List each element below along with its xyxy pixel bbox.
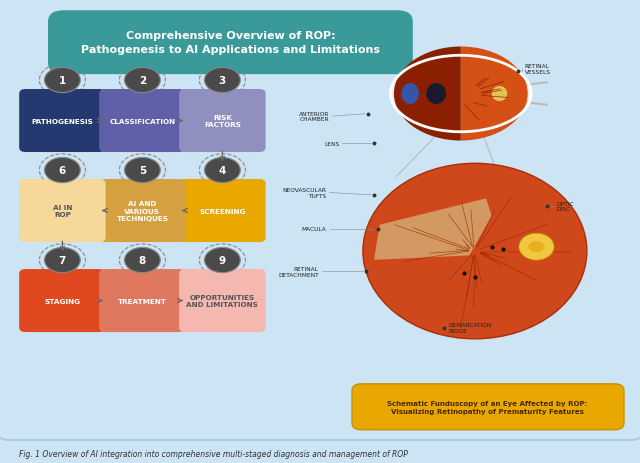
Text: OPPORTUNITIES
AND LIMITATIONS: OPPORTUNITIES AND LIMITATIONS	[186, 294, 259, 307]
Text: RISK
FACTORS: RISK FACTORS	[204, 114, 241, 128]
Text: 2: 2	[139, 76, 146, 86]
Text: MACULA: MACULA	[301, 226, 326, 232]
Wedge shape	[394, 47, 461, 141]
FancyBboxPatch shape	[179, 269, 266, 332]
Text: PATHOGENESIS: PATHOGENESIS	[31, 118, 93, 124]
Text: RETINAL
DETACHMENT: RETINAL DETACHMENT	[278, 266, 319, 277]
FancyBboxPatch shape	[99, 90, 186, 153]
Text: 8: 8	[139, 256, 146, 265]
Text: LENS: LENS	[324, 141, 339, 146]
Polygon shape	[374, 199, 492, 260]
Text: DEMARCATION
RIDGE: DEMARCATION RIDGE	[448, 322, 492, 333]
Text: Schematic Funduscopy of an Eye Affected by ROP:
Visualizing Retinopathy of Prema: Schematic Funduscopy of an Eye Affected …	[387, 400, 588, 414]
Ellipse shape	[492, 87, 508, 102]
Text: RETINAL
VESSELS: RETINAL VESSELS	[525, 64, 551, 75]
Circle shape	[124, 68, 160, 94]
Ellipse shape	[390, 56, 531, 132]
Text: 9: 9	[219, 256, 226, 265]
Ellipse shape	[519, 234, 554, 261]
Text: OPTIC
DISC: OPTIC DISC	[557, 201, 575, 212]
Text: 3: 3	[219, 76, 226, 86]
FancyBboxPatch shape	[19, 269, 106, 332]
Circle shape	[45, 68, 81, 94]
Circle shape	[204, 248, 241, 273]
Text: 7: 7	[59, 256, 66, 265]
Text: STAGING: STAGING	[44, 298, 81, 304]
Text: 5: 5	[139, 166, 146, 175]
FancyBboxPatch shape	[19, 180, 106, 243]
Text: Fig. 1 Overview of AI integration into comprehensive multi-staged diagnosis and : Fig. 1 Overview of AI integration into c…	[19, 450, 408, 458]
Text: AI AND
VARIOUS
TECHNIQUES: AI AND VARIOUS TECHNIQUES	[116, 200, 168, 222]
FancyBboxPatch shape	[179, 180, 266, 243]
Text: Comprehensive Overview of ROP:
Pathogenesis to AI Applications and Limitations: Comprehensive Overview of ROP: Pathogene…	[81, 31, 380, 55]
Ellipse shape	[529, 242, 545, 253]
Ellipse shape	[401, 84, 419, 105]
Circle shape	[204, 158, 241, 183]
FancyBboxPatch shape	[0, 0, 640, 440]
Text: TREATMENT: TREATMENT	[118, 298, 167, 304]
Text: AI IN
ROP: AI IN ROP	[52, 204, 72, 218]
Circle shape	[204, 68, 241, 94]
Circle shape	[124, 248, 160, 273]
Text: 1: 1	[59, 76, 66, 86]
Ellipse shape	[363, 164, 587, 339]
Circle shape	[124, 158, 160, 183]
Text: NEOVASCULAR
TUFTS: NEOVASCULAR TUFTS	[282, 188, 326, 199]
Ellipse shape	[426, 84, 446, 105]
Text: 4: 4	[219, 166, 226, 175]
Text: SCREENING: SCREENING	[199, 208, 246, 214]
FancyBboxPatch shape	[19, 90, 106, 153]
Text: 6: 6	[59, 166, 66, 175]
Text: ANTERIOR
CHAMBER: ANTERIOR CHAMBER	[300, 112, 330, 122]
FancyBboxPatch shape	[99, 180, 186, 243]
Circle shape	[45, 248, 81, 273]
Text: CLASSIFICATION: CLASSIFICATION	[109, 118, 175, 124]
FancyBboxPatch shape	[352, 384, 624, 430]
FancyBboxPatch shape	[99, 269, 186, 332]
Wedge shape	[461, 47, 528, 141]
FancyBboxPatch shape	[179, 90, 266, 153]
FancyBboxPatch shape	[48, 11, 413, 75]
Circle shape	[45, 158, 81, 183]
